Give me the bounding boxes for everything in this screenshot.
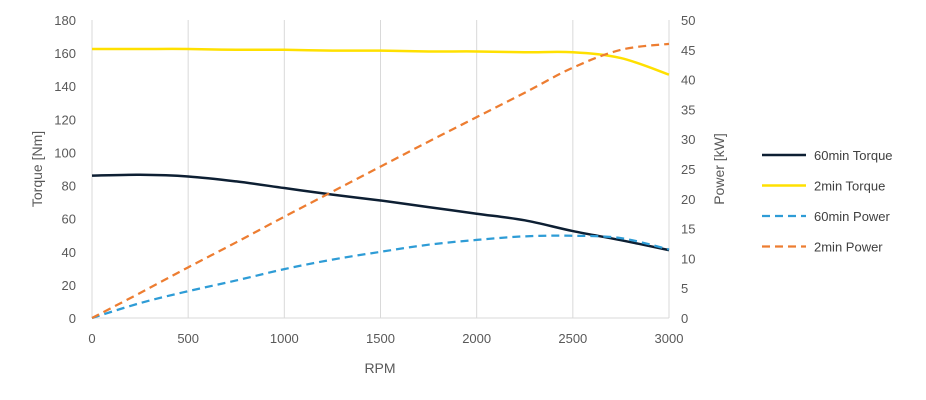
left-y-tick-label-8: 160 <box>54 46 76 61</box>
left-y-tick-label-3: 60 <box>62 212 76 227</box>
right-y-tick-label-0: 0 <box>681 311 688 326</box>
left-y-tick-label-5: 100 <box>54 145 76 160</box>
right-y-tick-label-2: 10 <box>681 251 695 266</box>
right-y-tick-label-8: 40 <box>681 73 695 88</box>
right-y-tick-labels: 0 5 10 15 20 25 30 35 40 45 50 <box>681 13 695 326</box>
x-tick-labels: 0 500 1000 1500 2000 2500 3000 <box>88 331 683 346</box>
x-tick-label-5: 2500 <box>558 331 587 346</box>
left-y-tick-label-7: 140 <box>54 79 76 94</box>
right-y-tick-label-6: 30 <box>681 132 695 147</box>
series-line-60min-torque <box>91 173 670 252</box>
left-y-tick-label-9: 180 <box>54 13 76 28</box>
legend: 60min Torque 2min Torque 60min Power 2min P… <box>762 148 893 255</box>
x-tick-label-3: 1500 <box>366 331 395 346</box>
right-y-tick-label-3: 15 <box>681 222 695 237</box>
series-lines <box>91 42 670 320</box>
x-axis-title: RPM <box>364 360 395 376</box>
right-y-tick-label-5: 25 <box>681 162 695 177</box>
left-y-tick-label-2: 40 <box>62 245 76 260</box>
x-tick-label-2: 1000 <box>270 331 299 346</box>
vertical-gridlines <box>91 20 670 319</box>
left-y-tick-label-1: 20 <box>62 278 76 293</box>
legend-label-60min-power: 60min Power <box>814 209 891 224</box>
x-tick-label-4: 2000 <box>462 331 491 346</box>
legend-label-2min-torque: 2min Torque <box>814 179 885 194</box>
series-line-2min-torque <box>92 47 670 76</box>
legend-label-60min-torque: 60min Torque <box>814 148 893 163</box>
x-tick-label-6: 3000 <box>655 331 684 346</box>
x-tick-label-1: 500 <box>177 331 199 346</box>
right-y-axis-title: Power [kW] <box>711 133 727 205</box>
legend-label-2min-power: 2min Power <box>814 240 883 255</box>
left-y-tick-label-6: 120 <box>54 112 76 127</box>
left-y-tick-label-4: 80 <box>62 179 76 194</box>
right-y-tick-label-1: 5 <box>681 281 688 296</box>
left-y-tick-labels: 0 20 40 60 80 100 120 140 160 180 <box>54 13 76 326</box>
series-line-2min-power <box>91 42 670 319</box>
x-tick-label-0: 0 <box>88 331 95 346</box>
right-y-tick-label-7: 35 <box>681 102 695 117</box>
right-y-tick-label-10: 50 <box>681 13 695 28</box>
right-y-tick-label-9: 45 <box>681 43 695 58</box>
left-y-tick-label-0: 0 <box>69 311 76 326</box>
right-y-tick-label-4: 20 <box>681 192 695 207</box>
left-y-axis-title: Torque [Nm] <box>29 131 45 207</box>
